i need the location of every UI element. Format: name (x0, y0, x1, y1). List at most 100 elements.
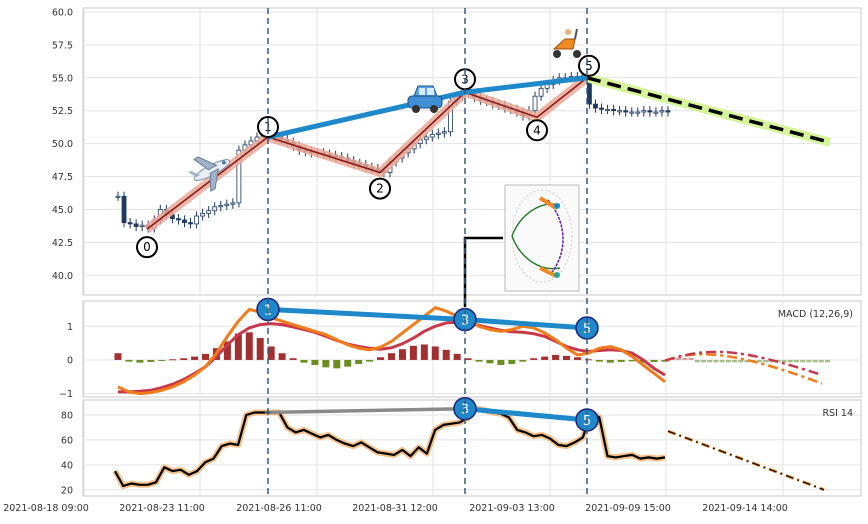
candle-body (206, 210, 212, 214)
histogram-bar (650, 359, 658, 362)
histogram-bar (267, 346, 275, 360)
histogram-forecast-bar (725, 359, 731, 363)
histogram-forecast-bar (676, 357, 682, 360)
y-tick-label: 45.0 (52, 205, 73, 216)
histogram-bar (661, 359, 669, 362)
y-tick-label: 52.5 (52, 106, 73, 117)
y-tick-label: 50.0 (52, 139, 73, 150)
pattern-point-label: 5 (585, 59, 593, 73)
candle-body (441, 131, 447, 134)
car-icon (407, 85, 443, 113)
candle-body (635, 111, 641, 114)
histogram-forecast-bar (688, 357, 694, 360)
price-forecast (585, 73, 832, 147)
rsi-grey-trendline (264, 406, 466, 415)
pattern-vertical-lines (267, 8, 588, 496)
y-tick-label: −1 (59, 389, 73, 400)
histogram-forecast-bar (794, 359, 799, 363)
histogram-bar (191, 356, 199, 360)
histogram-bar (409, 345, 417, 360)
candle-body (653, 111, 659, 114)
macd-forecast-line (664, 353, 823, 385)
histogram-forecast-bar (781, 359, 787, 363)
y-tick-label: 60 (61, 435, 73, 446)
x-tick-label: 2021-09-03 13:00 (469, 503, 555, 514)
signal-forecast-line (664, 350, 823, 377)
candle-body (127, 222, 133, 225)
ellipse-inset (504, 184, 580, 292)
histogram-bar (344, 359, 352, 367)
price-panel (82, 7, 862, 296)
pattern-point-label: 4 (533, 123, 541, 137)
histogram-bar (442, 349, 450, 360)
histogram-bar (606, 359, 614, 363)
pattern-point-label: 0 (143, 240, 151, 254)
histogram-bar (431, 346, 439, 360)
macd-forecast (664, 350, 823, 385)
candle-body (182, 219, 187, 223)
histogram-bar (584, 359, 592, 361)
candle-body (429, 133, 435, 138)
histogram-bar (628, 359, 636, 362)
histogram-bar (169, 359, 177, 361)
histogram-bar (355, 359, 363, 364)
y-tick-label: 42.5 (52, 238, 73, 249)
y-tick-label: 80 (61, 410, 73, 421)
histogram-bar (147, 359, 155, 362)
histogram-bar (180, 358, 188, 360)
y-tick-label: 20 (61, 485, 73, 496)
y-tick-label: 40 (61, 460, 73, 471)
y-tick-label: 40.0 (52, 271, 73, 282)
candle-body (133, 223, 139, 227)
histogram-bar (158, 359, 166, 361)
histogram-bar (311, 359, 319, 365)
rsi-panel-label: RSI 14 (822, 408, 853, 419)
forecast-glow (585, 73, 832, 147)
histogram-forecast-bar (744, 359, 750, 363)
x-tick-label: 2021-09-14 14:00 (702, 503, 788, 514)
zigzag-pattern (144, 74, 590, 233)
histogram-bar (366, 359, 374, 362)
histogram-bar (234, 333, 242, 360)
candle-body (212, 206, 218, 212)
candle-body (641, 110, 647, 113)
scooter-icon (552, 28, 581, 58)
candle-body (224, 203, 230, 206)
candle-body (176, 218, 181, 221)
histogram-forecast-bar (732, 359, 737, 363)
histogram-bar (573, 357, 581, 360)
histogram-bar (223, 341, 231, 360)
pattern-point-marker (578, 54, 600, 77)
candle-body (593, 103, 598, 109)
rsi-trendline (264, 406, 588, 423)
x-tick-label: 2021-08-31 12:00 (352, 503, 438, 514)
y-tick-label: 0 (67, 355, 73, 366)
candle-body (139, 224, 145, 227)
macd-line (117, 306, 666, 396)
candle-body (188, 222, 193, 225)
candle-body (115, 195, 121, 198)
histogram-bar (541, 356, 549, 360)
candle-body (629, 111, 635, 114)
histogram-bar (398, 349, 406, 360)
candle-body (647, 110, 653, 113)
histogram-bar (202, 353, 210, 360)
x-tick-label: 2021-08-26 11:00 (236, 503, 322, 514)
tick-labels: 60.0 57.5 55.0 52.5 50.0 47.5 45.0 42.5 40.0 1 0 −1… (3, 7, 788, 514)
y-tick-label: 57.5 (52, 40, 73, 51)
histogram-bar (289, 358, 297, 360)
histogram-bar (333, 359, 341, 369)
candle-body (617, 110, 623, 113)
histogram-bar (530, 358, 538, 360)
x-tick-label: 2021-08-23 11:00 (119, 503, 205, 514)
histogram-bar (278, 353, 286, 360)
candle-body (623, 110, 629, 113)
histogram-bar (300, 359, 308, 363)
candle-body (538, 87, 544, 97)
price-pattern-markers: 012345 (136, 54, 600, 259)
histogram-forecast-bar (738, 359, 744, 363)
histogram-forecast-bar (694, 359, 700, 363)
zigzag-line (146, 77, 588, 230)
